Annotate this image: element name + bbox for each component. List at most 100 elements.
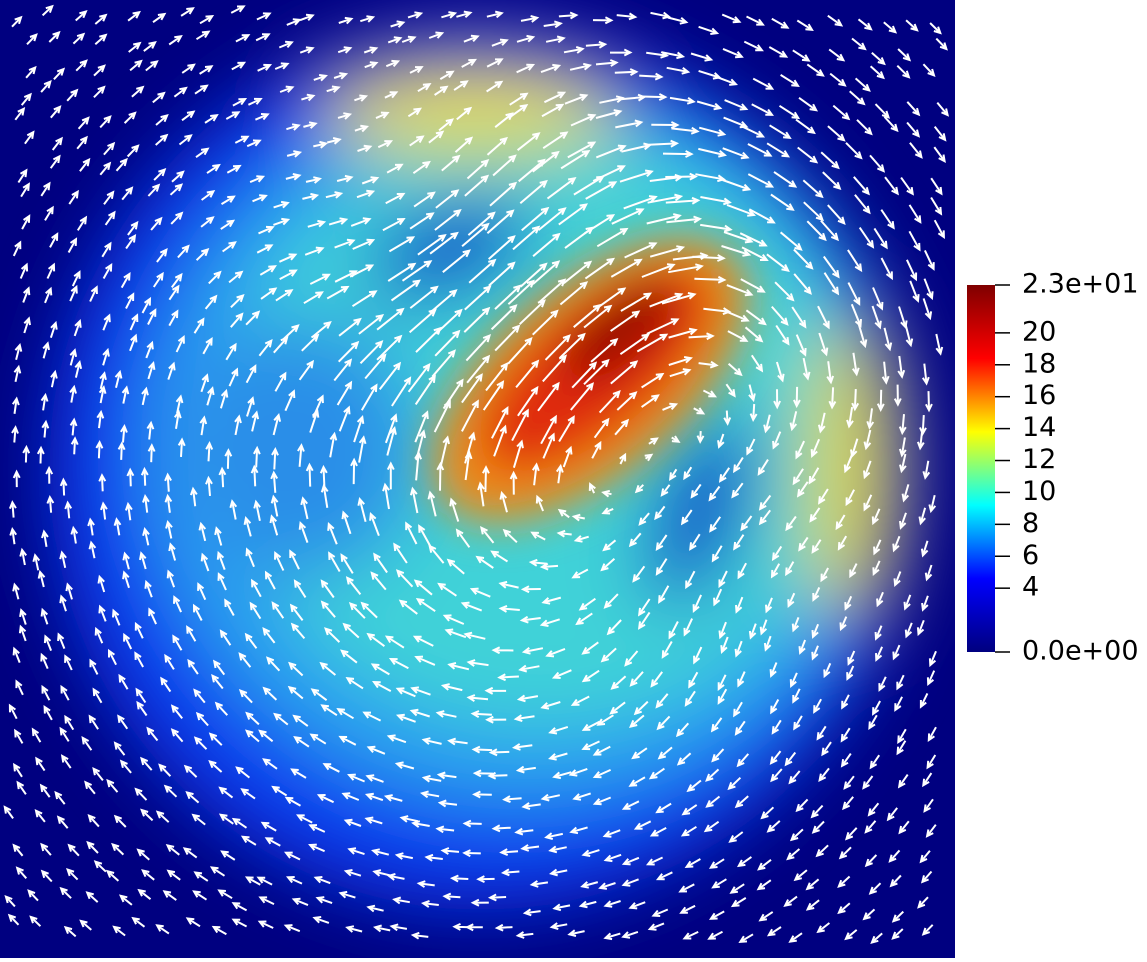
arrow [581, 849, 600, 857]
arrow [928, 650, 937, 668]
arrow [933, 146, 946, 164]
arrow [873, 227, 888, 250]
arrow [529, 880, 549, 888]
arrow [874, 625, 883, 641]
arrow [319, 661, 337, 676]
arrow [19, 608, 27, 625]
arrow [63, 925, 77, 938]
arrow [11, 396, 20, 414]
arrow [168, 284, 180, 301]
arrow [758, 509, 771, 526]
arrow [373, 924, 391, 933]
arrow [414, 410, 429, 443]
arrow [610, 258, 643, 278]
arrow [204, 294, 218, 310]
arrow [343, 869, 362, 877]
arrow [164, 493, 173, 513]
arrow [637, 598, 651, 617]
arrow [435, 189, 460, 209]
arrow [382, 218, 406, 232]
arrow [8, 703, 18, 720]
arrow [193, 736, 208, 750]
arrow [352, 238, 376, 250]
field [0, 0, 955, 958]
arrow [94, 626, 104, 644]
arrow [543, 20, 563, 29]
arrow [59, 726, 70, 742]
arrow [389, 923, 408, 932]
arrow [816, 922, 831, 934]
arrow [43, 704, 53, 721]
arrow [708, 485, 721, 502]
arrow [678, 883, 695, 893]
arrow [628, 532, 642, 548]
arrow [43, 634, 53, 651]
arrow [698, 147, 727, 158]
arrow [310, 688, 328, 702]
arrow [201, 189, 216, 201]
arrow [101, 241, 112, 258]
arrow [798, 96, 819, 112]
arrow [771, 545, 783, 562]
arrow [220, 195, 236, 205]
arrow [766, 820, 781, 833]
arrow [428, 31, 445, 39]
arrow [246, 139, 262, 148]
arrow [544, 832, 564, 840]
arrow [326, 137, 342, 145]
arrow [927, 726, 937, 743]
arrow [79, 157, 91, 172]
arrow [199, 14, 215, 25]
arrow [312, 916, 330, 924]
arrow [707, 930, 723, 940]
arrow [286, 18, 302, 26]
arrow [758, 494, 772, 511]
arrow [180, 7, 195, 17]
arrow [198, 521, 207, 542]
arrow [93, 64, 106, 77]
arrow [539, 562, 559, 571]
arrow [841, 694, 850, 710]
arrow [857, 18, 873, 31]
arrow [250, 464, 259, 487]
arrow [870, 932, 883, 944]
arrow [129, 59, 143, 72]
arrow [158, 763, 172, 777]
arrow [679, 904, 696, 914]
arrow [461, 222, 490, 247]
arrow [609, 48, 633, 57]
arrow [338, 317, 362, 337]
arrow [51, 136, 63, 151]
arrow [69, 384, 77, 403]
arrow [723, 410, 732, 426]
tick-label: 18 [1022, 348, 1056, 379]
arrow [491, 38, 509, 47]
arrow [757, 459, 769, 476]
arrow [251, 578, 262, 598]
arrow [921, 924, 934, 936]
arrow [204, 113, 219, 124]
arrow [892, 535, 901, 553]
arrow [435, 825, 455, 834]
arrow [798, 536, 809, 552]
arrow [40, 607, 49, 625]
arrow [655, 871, 673, 881]
arrow [193, 317, 205, 334]
arrow [384, 635, 405, 649]
arrow [786, 848, 801, 861]
arrow [290, 768, 307, 779]
arrow [784, 751, 797, 767]
arrow [641, 93, 668, 101]
arrow [447, 662, 470, 671]
arrow [341, 510, 352, 535]
arrow [494, 284, 522, 310]
arrow [449, 874, 469, 883]
arrow [409, 66, 424, 74]
arrow [727, 330, 749, 342]
arrow [812, 586, 821, 602]
arrow [791, 306, 807, 329]
arrow [896, 64, 911, 79]
arrow [200, 373, 209, 393]
arrow [572, 792, 592, 801]
arrow [462, 849, 481, 858]
